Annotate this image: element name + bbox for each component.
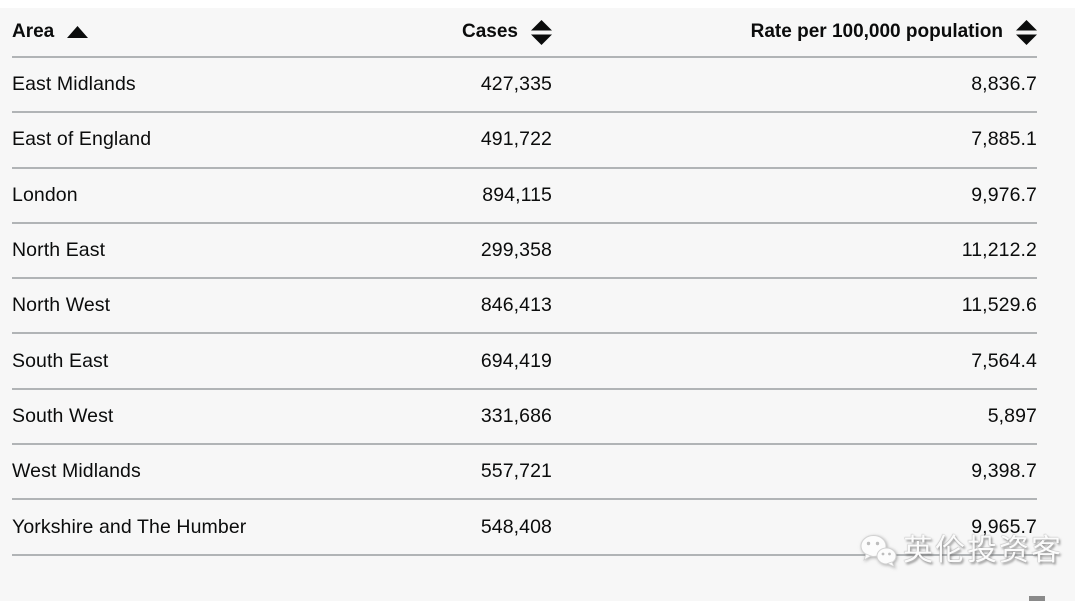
column-header-area: Area [12,8,432,58]
cell-cases: 548,408 [432,499,552,556]
column-label-cases: Cases [462,21,518,42]
sort-both-icon [531,19,552,45]
regions-table-wrap: Area Cases Rate per 100,000 population Eas… [12,8,1037,556]
cell-area: North West [12,278,432,335]
cell-rate: 9,976.7 [552,167,1037,224]
sort-both-icon [1016,19,1037,45]
cell-cases: 299,358 [432,222,552,280]
bottom-edge-fragment [1029,596,1045,601]
table-row: Yorkshire and The Humber 548,408 9,965.7 [12,499,1037,556]
column-label-rate: Rate per 100,000 population [750,21,1003,42]
column-header-rate: Rate per 100,000 population [552,8,1037,58]
cell-area: East of England [12,112,432,169]
cell-cases: 846,413 [432,278,552,335]
cell-cases: 694,419 [432,333,552,390]
cell-rate: 8,836.7 [552,57,1037,114]
table-header-row: Area Cases Rate per 100,000 population [12,8,1037,58]
cell-rate: 9,398.7 [552,444,1037,501]
table-row: East Midlands 427,335 8,836.7 [12,57,1037,114]
cell-cases: 427,335 [432,57,552,114]
table-row: London 894,115 9,976.7 [12,167,1037,224]
table-row: South East 694,419 7,564.4 [12,333,1037,390]
table-row: East of England 491,722 7,885.1 [12,112,1037,169]
cell-area: West Midlands [12,444,432,501]
column-header-cases: Cases [432,8,552,58]
cell-cases: 331,686 [432,388,552,446]
cell-area: South East [12,333,432,390]
cell-cases: 557,721 [432,444,552,501]
sort-button-cases[interactable]: Cases [432,19,552,45]
sort-ascending-icon [67,26,89,38]
cell-area: North East [12,222,432,280]
cell-area: South West [12,388,432,446]
table-row: North East 299,358 11,212.2 [12,222,1037,280]
table-row: North West 846,413 11,529.6 [12,278,1037,335]
cell-rate: 9,965.7 [552,499,1037,556]
cell-cases: 894,115 [432,167,552,224]
column-label-area: Area [12,21,55,42]
cell-area: East Midlands [12,57,432,114]
cell-cases: 491,722 [432,112,552,169]
cell-area: London [12,167,432,224]
regions-table: Area Cases Rate per 100,000 population Eas… [12,8,1037,556]
table-row: West Midlands 557,721 9,398.7 [12,444,1037,501]
sort-button-area[interactable]: Area [12,21,432,43]
cell-rate: 11,212.2 [552,222,1037,280]
cell-rate: 11,529.6 [552,278,1037,335]
table-row: South West 331,686 5,897 [12,388,1037,446]
cell-rate: 7,564.4 [552,333,1037,390]
sort-button-rate[interactable]: Rate per 100,000 population [552,19,1037,45]
cell-area: Yorkshire and The Humber [12,499,432,556]
cell-rate: 5,897 [552,388,1037,446]
cell-rate: 7,885.1 [552,112,1037,169]
